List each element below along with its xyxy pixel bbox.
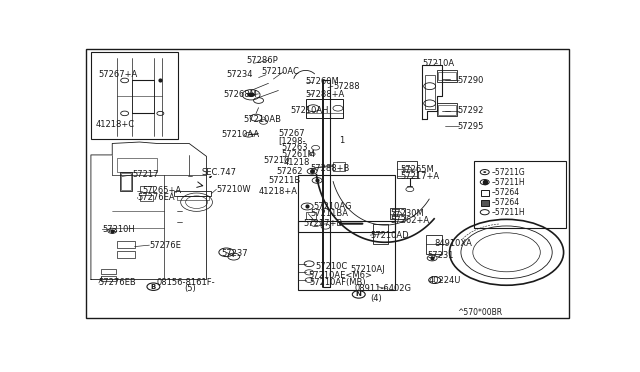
Bar [390, 208, 405, 219]
Bar [177, 196, 209, 200]
Text: 08156-8161F-: 08156-8161F- [157, 279, 216, 288]
Text: 57217+A: 57217+A [400, 172, 439, 181]
Circle shape [247, 93, 255, 97]
Bar [120, 172, 132, 191]
Bar [481, 190, 489, 196]
Bar [140, 195, 154, 201]
Text: 57210H: 57210H [102, 225, 135, 234]
Bar [117, 251, 134, 258]
Circle shape [352, 291, 365, 298]
Bar [438, 105, 456, 115]
Text: 40224U: 40224U [429, 276, 461, 285]
Text: 57210W: 57210W [216, 185, 251, 194]
Text: 57237: 57237 [221, 249, 248, 258]
Text: 57286P: 57286P [246, 56, 278, 65]
Bar [306, 99, 343, 118]
Text: 57210: 57210 [264, 156, 290, 165]
Text: 41218+A: 41218+A [259, 187, 298, 196]
Bar [140, 186, 154, 192]
Bar [372, 224, 388, 244]
Text: 57210AG: 57210AG [313, 202, 351, 211]
Text: 57210AE<M6>: 57210AE<M6> [308, 271, 372, 280]
Text: 57210C: 57210C [316, 262, 348, 271]
Bar [474, 161, 566, 228]
Text: 57276EA: 57276EA [137, 193, 175, 202]
Circle shape [480, 170, 489, 175]
Text: N: N [356, 291, 362, 298]
Text: –57264: –57264 [492, 187, 520, 197]
Bar [437, 103, 457, 116]
Bar [174, 191, 211, 196]
Text: 57268M: 57268M [224, 90, 258, 99]
Bar [117, 241, 134, 248]
Bar [298, 221, 395, 289]
Text: 57261M: 57261M [281, 150, 315, 160]
Text: 57290: 57290 [457, 76, 483, 85]
Text: B: B [151, 284, 156, 290]
Text: 57265+A: 57265+A [142, 186, 181, 195]
Bar [117, 158, 157, 172]
Text: 41218: 41218 [284, 158, 310, 167]
Text: 1: 1 [339, 136, 344, 145]
Text: 57234: 57234 [227, 70, 253, 79]
Text: –57211G: –57211G [492, 168, 525, 177]
Text: 41218+C: 41218+C [96, 121, 135, 129]
Bar [101, 269, 116, 274]
Bar [481, 201, 489, 206]
Text: 57288+B: 57288+B [310, 164, 350, 173]
Text: 57231: 57231 [428, 251, 454, 260]
Text: 57210AH: 57210AH [291, 106, 330, 115]
Text: (4): (4) [370, 294, 382, 303]
Text: 57267+A: 57267+A [99, 70, 138, 79]
Text: 57210A: 57210A [422, 59, 454, 68]
Text: 57230M: 57230M [390, 209, 424, 218]
Bar [425, 75, 435, 109]
Bar [121, 173, 131, 190]
Text: 57210AJ: 57210AJ [350, 265, 385, 274]
Text: 57210AB: 57210AB [244, 115, 282, 124]
Text: 57210AD: 57210AD [370, 231, 409, 240]
Text: ^570*00BR: ^570*00BR [457, 308, 502, 317]
Text: 57292: 57292 [457, 106, 483, 115]
Text: 57210AA: 57210AA [221, 130, 259, 140]
Circle shape [483, 171, 486, 173]
Bar [437, 70, 457, 82]
Text: 57217: 57217 [132, 170, 159, 179]
Text: 57276EB: 57276EB [99, 279, 136, 288]
Text: 57276E: 57276E [150, 241, 181, 250]
Text: 57262+A: 57262+A [390, 216, 429, 225]
Bar [306, 212, 316, 219]
Text: 84910XA: 84910XA [435, 239, 472, 248]
Text: 57265M: 57265M [400, 165, 434, 174]
Text: [1298-: [1298- [278, 136, 306, 145]
Circle shape [480, 180, 489, 185]
Text: –57264: –57264 [492, 198, 520, 207]
Text: –57211H: –57211H [492, 208, 525, 217]
Bar [298, 175, 395, 232]
Bar [101, 276, 116, 281]
Text: 57295: 57295 [457, 122, 483, 131]
Circle shape [147, 283, 160, 291]
Text: 57211B: 57211B [269, 176, 301, 185]
Text: 08911-6402G: 08911-6402G [355, 284, 412, 293]
Text: 57288: 57288 [333, 82, 360, 91]
Bar [333, 162, 346, 171]
Text: 57217+B: 57217+B [303, 219, 342, 228]
Text: 57260M: 57260M [306, 77, 339, 86]
Text: 57288+A: 57288+A [306, 90, 345, 99]
Bar [426, 235, 442, 254]
Text: 57263: 57263 [281, 143, 307, 152]
Text: SEC.747: SEC.747 [202, 169, 237, 177]
Text: 57210AC: 57210AC [261, 67, 299, 76]
Bar [91, 52, 178, 139]
Circle shape [480, 210, 489, 215]
Text: 57210AF(MB): 57210AF(MB) [309, 279, 366, 288]
Bar [397, 161, 417, 178]
Text: 57262: 57262 [276, 167, 303, 176]
Text: (5): (5) [184, 284, 196, 293]
Text: 57267: 57267 [278, 129, 305, 138]
Bar [438, 72, 456, 80]
Text: 57211BA: 57211BA [310, 209, 349, 218]
Text: –57211H: –57211H [492, 178, 525, 187]
